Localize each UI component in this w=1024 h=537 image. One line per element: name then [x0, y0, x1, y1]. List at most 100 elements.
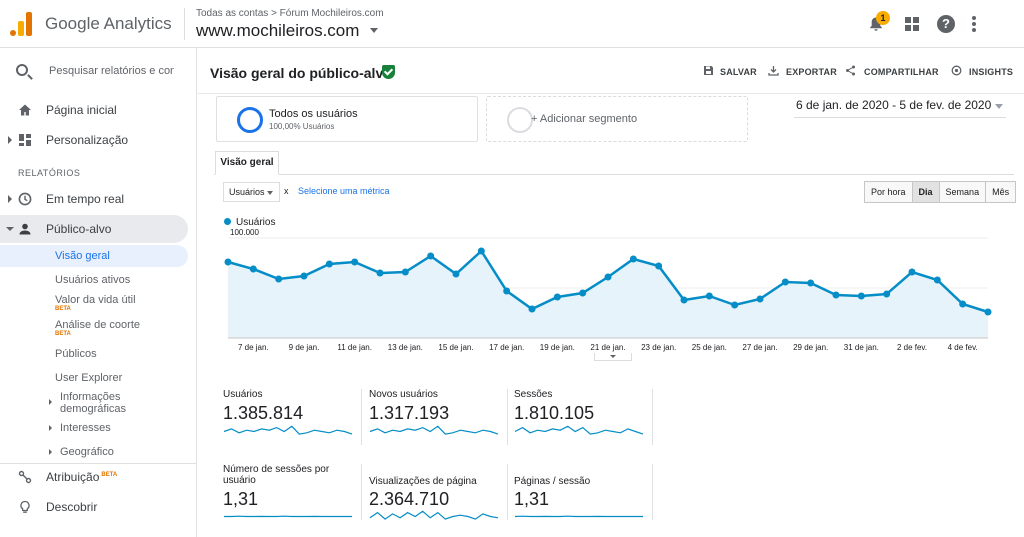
chevron-down-icon[interactable] — [995, 104, 1003, 109]
divider — [794, 117, 1006, 118]
metric-label: Sessões — [514, 389, 553, 400]
sidebar-search[interactable]: Pesquisar relatórios e conse — [0, 58, 196, 84]
granularity-day-button[interactable]: Dia — [912, 182, 940, 202]
sidebar-item-customization[interactable]: Personalização — [0, 126, 188, 154]
main-content: Visão geral do público-alvo SALVAR EXPOR… — [198, 48, 1024, 537]
data-point — [275, 275, 283, 283]
save-button[interactable]: SALVAR — [720, 67, 757, 77]
sidebar-subitem-cohort-analysis[interactable]: Análise de coorte BETA — [0, 319, 188, 339]
tile-divider — [652, 389, 653, 445]
metric-tile[interactable]: Visualizações de página 2.364.710 — [369, 464, 507, 522]
y-tick-label: 100.000 — [230, 228, 259, 237]
clock-icon — [18, 192, 32, 206]
x-tick-label: 19 de jan. — [540, 343, 575, 352]
sidebar-item-label: Em tempo real — [46, 192, 125, 206]
beta-badge: BETA — [101, 472, 118, 478]
data-point — [351, 258, 359, 266]
export-button[interactable]: EXPORTAR — [786, 67, 837, 77]
sidebar-subitem-lifetime-value[interactable]: Valor da vida útil BETA — [0, 294, 188, 314]
sidebar-subitem-active-users[interactable]: Usuários ativos — [0, 274, 188, 290]
apps-grid-icon[interactable] — [905, 17, 919, 31]
sidebar-item-label: Interesses — [60, 422, 111, 434]
data-point — [655, 262, 663, 270]
data-point — [807, 279, 815, 287]
property-selector[interactable]: www.mochileiros.com — [196, 21, 360, 40]
page-title: Visão geral do público-alvo — [210, 65, 392, 81]
tile-divider — [507, 389, 508, 445]
sidebar-item-attribution[interactable]: Atribuição BETA — [0, 463, 188, 491]
sidebar-subitem-user-explorer[interactable]: User Explorer — [0, 372, 188, 388]
tab-overview[interactable]: Visão geral — [215, 151, 279, 175]
data-point — [579, 289, 587, 297]
data-point — [883, 290, 891, 298]
data-point — [933, 276, 941, 284]
metric-tile[interactable]: Usuários 1.385.814 — [223, 389, 361, 447]
more-options-icon[interactable] — [972, 16, 976, 32]
chevron-right-icon — [49, 425, 52, 431]
divider — [0, 463, 196, 464]
tile-divider — [361, 464, 362, 520]
metric-label: Páginas / sessão — [514, 476, 591, 487]
x-tick-label: 7 de jan. — [238, 343, 269, 352]
granularity-hour-button[interactable]: Por hora — [865, 182, 913, 202]
metric-tile[interactable]: Sessões 1.810.105 — [514, 389, 652, 447]
metric-tile[interactable]: Número de sessões por usuário 1,31 — [223, 464, 361, 522]
sidebar-subitem-interests[interactable]: Interesses — [0, 422, 188, 438]
metric-sparkline — [223, 425, 353, 435]
sidebar-subitem-demographics[interactable]: Informações demográficas — [0, 391, 188, 417]
sidebar-item-label: User Explorer — [55, 372, 123, 384]
date-range-picker[interactable]: 6 de jan. de 2020 - 5 de fev. de 2020 — [796, 98, 992, 112]
app-name[interactable]: Google Analytics — [45, 14, 172, 33]
select-metric-link[interactable]: Selecione uma métrica — [298, 186, 390, 196]
share-button[interactable]: COMPARTILHAR — [864, 67, 939, 77]
data-point — [781, 278, 789, 286]
help-icon[interactable]: ? — [937, 15, 955, 33]
segment-card-all-users[interactable]: Todos os usuários 100,00% Usuários — [216, 96, 478, 142]
sparkline-path — [369, 510, 499, 520]
data-point — [705, 292, 713, 300]
dashboard-grid-icon — [19, 134, 31, 146]
legend-label: Usuários — [236, 217, 276, 228]
segment-share: 100,00% Usuários — [269, 122, 335, 131]
data-point — [376, 269, 384, 277]
sidebar-item-realtime[interactable]: Em tempo real — [0, 185, 188, 213]
analytics-logo-icon[interactable] — [10, 12, 32, 36]
breadcrumb[interactable]: Todas as contas > Fórum Mochileiros.com — [196, 8, 384, 19]
sidebar-item-discover[interactable]: Descobrir — [0, 493, 188, 521]
chevron-down-icon[interactable] — [370, 28, 378, 33]
sidebar-item-label: Público-alvo — [46, 222, 112, 236]
segment-ring-icon — [507, 107, 533, 133]
sidebar-item-audience[interactable]: Público-alvo — [0, 215, 188, 243]
add-segment-card[interactable]: + Adicionar segmento — [486, 96, 748, 142]
tile-divider — [361, 389, 362, 445]
granularity-week-button[interactable]: Semana — [939, 182, 987, 202]
insights-button[interactable]: INSIGHTS — [969, 67, 1014, 77]
sidebar-subitem-geo[interactable]: Geográfico — [0, 446, 188, 462]
segment-name: Todos os usuários — [269, 108, 358, 120]
metric-value: 1.385.814 — [223, 403, 304, 423]
data-point — [452, 270, 460, 278]
sidebar-subitem-audiences[interactable]: Públicos — [0, 348, 188, 364]
data-point — [528, 305, 536, 313]
metric-dropdown[interactable]: Usuários — [223, 182, 280, 202]
attribution-icon — [18, 470, 32, 484]
sidebar-subitem-overview[interactable]: Visão geral — [0, 245, 188, 267]
section-heading-reports: RELATÓRIOS — [18, 168, 81, 178]
report-header: Visão geral do público-alvo SALVAR EXPOR… — [198, 48, 1024, 94]
add-segment-label: + Adicionar segmento — [531, 113, 638, 125]
notification-badge[interactable]: 1 — [876, 11, 890, 25]
metric-value: 2.364.710 — [369, 489, 450, 509]
data-point — [401, 268, 409, 276]
metric-value: 1,31 — [514, 489, 550, 509]
chart-collapse-toggle[interactable] — [594, 353, 632, 361]
search-input[interactable]: Pesquisar relatórios e conse — [49, 65, 174, 77]
data-point — [503, 287, 511, 295]
sidebar-item-home[interactable]: Página inicial — [0, 96, 188, 124]
x-tick-label: 4 de fev. — [948, 343, 978, 352]
metric-tile[interactable]: Novos usuários 1.317.193 — [369, 389, 507, 447]
x-tick-label: 11 de jan. — [337, 343, 372, 352]
metric-tile[interactable]: Páginas / sessão 1,31 — [514, 464, 652, 522]
metric-sparkline — [514, 425, 644, 435]
granularity-month-button[interactable]: Mês — [986, 182, 1016, 202]
